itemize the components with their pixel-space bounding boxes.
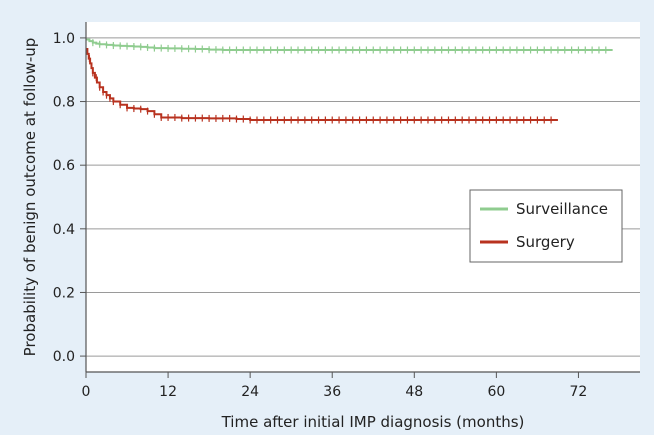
legend-label-surgery: Surgery [516, 233, 575, 251]
x-axis-title: Time after initial IMP diagnosis (months… [221, 413, 525, 431]
series-layer [86, 38, 613, 124]
x-tick-label: 48 [405, 384, 423, 400]
y-axis-title: Probability of benign outcome at follow-… [21, 38, 39, 357]
legend: Surveillance Surgery [469, 189, 623, 263]
y-tick-label: 0.2 [53, 285, 75, 301]
y-tick-label: 0.6 [53, 158, 75, 174]
legend-box [469, 189, 623, 263]
x-tick-label: 60 [487, 384, 505, 400]
x-tick-label: 24 [241, 384, 259, 400]
y-tick-label: 1.0 [53, 31, 75, 47]
x-tick-label: 72 [570, 384, 588, 400]
x-tick-label: 12 [159, 384, 177, 400]
tick-labels: 0.0 0.2 0.4 0.6 0.8 1.0 0 12 24 36 48 60 72 [53, 31, 588, 400]
y-tick-label: 0.0 [53, 349, 75, 365]
y-tick-label: 0.4 [53, 222, 75, 238]
axes [80, 22, 640, 378]
legend-label-surveillance: Surveillance [516, 200, 608, 218]
y-tick-label: 0.8 [53, 95, 75, 111]
x-tick-label: 36 [323, 384, 341, 400]
x-tick-label: 0 [82, 384, 91, 400]
